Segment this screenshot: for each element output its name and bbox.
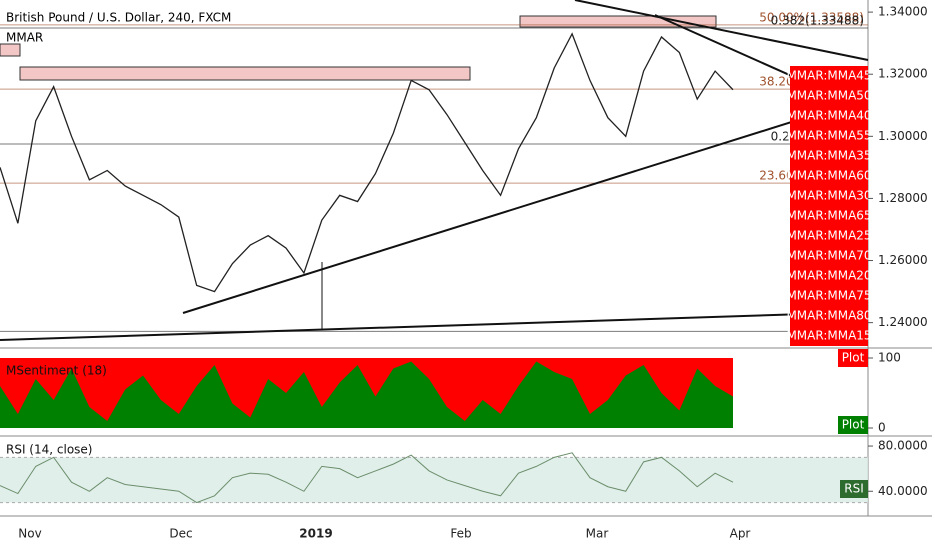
badge-label: RSI (844, 482, 864, 496)
fib-label: 0.382(1.33488) (771, 14, 864, 28)
mma-label: MMAR:MMA75 (786, 289, 871, 303)
x-tick-label: Dec (169, 527, 192, 541)
rsi-line (0, 452, 734, 504)
y-tick-label: 80.0000 (878, 439, 928, 453)
rsi-band (0, 457, 868, 503)
mma-label: MMAR:MMA40 (786, 109, 871, 123)
pane-title: MSentiment (18) (6, 364, 107, 378)
mma-label: MMAR:MMA70 (786, 249, 871, 263)
indicator-label: MMAR (6, 31, 43, 45)
fib-label: 50.00%(1.33588) (759, 10, 864, 24)
y-tick-label: 1.32000 (878, 67, 928, 81)
badge-label: Plot (842, 418, 865, 432)
price-line (0, 32, 734, 293)
mma-column (790, 66, 868, 346)
y-tick-label: 0 (878, 421, 886, 435)
mma-label: MMAR:MMA65 (786, 209, 871, 223)
trendline (182, 97, 869, 314)
badge (840, 480, 868, 498)
mma-label: MMAR:MMA50 (786, 89, 871, 103)
mma-label: MMAR:MMA25 (786, 229, 871, 243)
x-tick-label: Nov (18, 527, 41, 541)
badge (838, 416, 868, 434)
mma-label: MMAR:MMA55 (786, 129, 871, 143)
chart-title: British Pound / U.S. Dollar, 240, FXCM (6, 11, 231, 25)
x-tick-label: Mar (586, 527, 609, 541)
y-tick-label: 1.34000 (878, 5, 928, 19)
x-tick-label: Apr (730, 527, 751, 541)
mma-label: MMAR:MMA45 (786, 69, 871, 83)
sentiment-area (0, 361, 733, 428)
mma-label: MMAR:MMA30 (786, 189, 871, 203)
mma-label: MMAR:MMA80 (786, 309, 871, 323)
y-tick-label: 1.26000 (878, 253, 928, 267)
y-tick-label: 100 (878, 351, 901, 365)
pane-title: RSI (14, close) (6, 443, 92, 457)
x-tick-label: 2019 (299, 527, 332, 541)
zone-rect (519, 15, 717, 28)
trendline (0, 311, 869, 341)
zone-rect (19, 66, 471, 81)
badge (838, 349, 868, 367)
mma-label: MMAR:MMA35 (786, 149, 871, 163)
y-tick-label: 40.0000 (878, 484, 928, 498)
zone-rect (0, 43, 21, 57)
trendline (574, 0, 869, 61)
mma-label: MMAR:MMA60 (786, 169, 871, 183)
mma-label: MMAR:MMA20 (786, 269, 871, 283)
badge-label: Plot (842, 351, 865, 365)
y-tick-label: 1.28000 (878, 191, 928, 205)
x-tick-label: Feb (450, 527, 471, 541)
mma-label: MMAR:MMA15 (786, 329, 871, 343)
y-tick-label: 1.30000 (878, 129, 928, 143)
y-tick-label: 1.24000 (878, 315, 928, 329)
